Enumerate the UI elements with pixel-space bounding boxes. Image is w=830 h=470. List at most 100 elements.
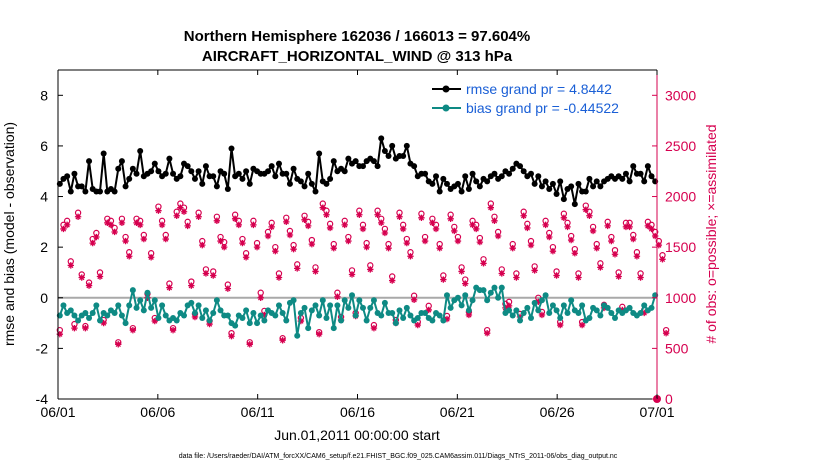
obs-assimilated-point: [283, 218, 290, 226]
bias-point: [86, 315, 93, 322]
rmse-point: [78, 183, 85, 190]
obs-assimilated-point: [560, 214, 568, 221]
bias-point: [520, 309, 527, 316]
rmse-point: [275, 160, 282, 167]
rmse-point: [626, 178, 633, 185]
bias-point: [436, 312, 443, 319]
bias-point: [137, 297, 144, 304]
obs-assimilated-point: [414, 321, 421, 329]
rmse-point: [129, 165, 136, 172]
bias-point: [60, 302, 67, 309]
rmse-point: [538, 183, 545, 190]
bias-point: [319, 297, 326, 304]
obs-assimilated-point: [586, 212, 593, 219]
obs-assimilated-point: [410, 296, 418, 303]
obs-assimilated-point: [60, 225, 67, 233]
bias-point: [469, 297, 476, 304]
obs-assimilated-point: [593, 244, 600, 252]
obs-assimilated-point: [575, 274, 582, 281]
obs-assimilated-point: [334, 293, 341, 300]
y2-tick-label: 1000: [665, 290, 696, 306]
rmse-point: [297, 178, 304, 185]
bias-point: [75, 317, 82, 324]
obs-assimilated-point: [630, 235, 637, 243]
y2-tick-label: 3000: [665, 87, 696, 103]
obs-assimilated-point: [564, 223, 571, 231]
obs-assimilated-point: [374, 211, 381, 218]
bias-point: [213, 297, 220, 304]
bias-point: [392, 320, 399, 327]
rmse-point: [374, 163, 381, 170]
rmse-point: [64, 173, 71, 180]
bias-point: [93, 302, 100, 309]
rmse-point: [436, 188, 443, 195]
bias-point: [495, 294, 502, 301]
obs-assimilated-point: [180, 208, 188, 215]
obs-assimilated-point: [505, 302, 513, 310]
bias-point: [414, 315, 421, 322]
y2-tick-label: 2500: [665, 138, 696, 154]
rmse-point: [184, 163, 191, 170]
obs-assimilated-point: [637, 274, 644, 281]
bias-point: [294, 332, 301, 339]
obs-assimilated-point: [465, 311, 473, 319]
obs-assimilated-point: [567, 236, 575, 244]
obs-assimilated-point: [250, 221, 257, 229]
rmse-point: [122, 183, 129, 190]
rmse-point: [246, 180, 253, 187]
obs-assimilated-point: [74, 213, 82, 220]
obs-assimilated-point: [191, 313, 199, 321]
rmse-point: [137, 147, 144, 154]
rmse-point: [476, 183, 483, 190]
bias-point: [301, 304, 308, 311]
bias-point: [396, 307, 403, 314]
x-tick-label: 06/16: [340, 404, 375, 420]
obs-assimilated-point: [655, 241, 663, 249]
bias-point: [531, 299, 538, 306]
obs-assimilated-point: [213, 217, 221, 225]
bias-point: [290, 297, 297, 304]
plot-area: [56, 70, 670, 403]
obs-assimilated-point: [513, 274, 520, 281]
obs-assimilated-point: [432, 225, 440, 233]
obs-assimilated-point: [188, 282, 195, 289]
rmse-point: [506, 170, 513, 177]
obs-assimilated-point: [553, 272, 560, 279]
rmse-point: [221, 170, 228, 177]
obs-assimilated-point: [615, 273, 622, 280]
bias-point: [363, 317, 370, 324]
obs-assimilated-point: [294, 265, 301, 272]
rmse-point: [188, 168, 195, 175]
rmse-point: [590, 183, 597, 190]
rmse-point: [535, 173, 542, 180]
obs-assimilated-point: [246, 341, 253, 348]
bias-point: [641, 302, 648, 309]
obs-assimilated-point: [626, 223, 633, 231]
bias-point: [597, 312, 604, 319]
obs-assimilated-point: [323, 211, 330, 218]
rmse-point: [352, 158, 359, 165]
obs-assimilated-point: [425, 306, 432, 314]
chart-subtitle: AIRCRAFT_HORIZONTAL_WIND @ 313 hPa: [202, 48, 513, 65]
obs-assimilated-point: [122, 237, 129, 245]
rmse-point: [265, 168, 272, 175]
obs-assimilated-point: [275, 274, 283, 281]
bias-point: [338, 317, 345, 324]
bias-point: [593, 307, 600, 314]
obs-assimilated-point: [589, 227, 597, 235]
obs-assimilated-point: [531, 267, 538, 274]
rmse-point: [411, 163, 418, 170]
bias-point: [181, 312, 188, 319]
obs-assimilated-point: [118, 219, 126, 227]
rmse-point: [465, 185, 472, 192]
bias-point: [378, 312, 385, 319]
bias-point: [312, 302, 319, 309]
obs-assimilated-point: [231, 215, 239, 223]
obs-assimilated-point: [315, 331, 323, 338]
y2-tick-label: 0: [665, 391, 673, 407]
bias-point: [370, 297, 377, 304]
obs-assimilated-point: [301, 216, 308, 224]
obs-assimilated-point: [126, 253, 133, 260]
obs-assimilated-point: [421, 237, 429, 245]
